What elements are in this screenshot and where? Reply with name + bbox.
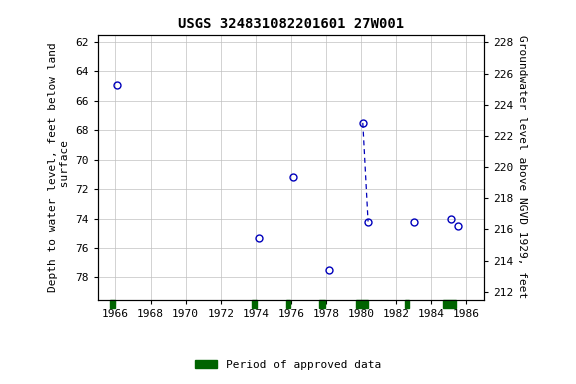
Title: USGS 324831082201601 27W001: USGS 324831082201601 27W001 xyxy=(178,17,404,31)
Bar xyxy=(405,300,410,308)
Legend: Period of approved data: Period of approved data xyxy=(191,356,385,375)
Bar xyxy=(356,300,368,308)
Bar xyxy=(286,300,290,308)
Bar xyxy=(319,300,325,308)
Bar xyxy=(252,300,257,308)
Y-axis label: Depth to water level, feet below land
 surface: Depth to water level, feet below land su… xyxy=(48,42,70,292)
Bar xyxy=(110,300,115,308)
Y-axis label: Groundwater level above NGVD 1929, feet: Groundwater level above NGVD 1929, feet xyxy=(517,35,527,299)
Bar xyxy=(444,300,456,308)
